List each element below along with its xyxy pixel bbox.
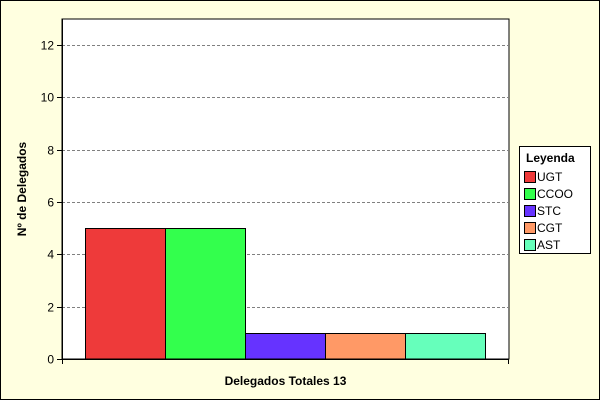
legend-item-stc: STC (524, 202, 586, 219)
legend-swatch (524, 204, 536, 217)
bar-ccoo (165, 228, 246, 360)
bar-ast (405, 333, 486, 360)
legend-label: UGT (537, 169, 563, 184)
y-tick-label: 0 (47, 353, 54, 367)
grid-lines (62, 45, 509, 308)
y-tick-label: 4 (47, 248, 54, 262)
legend-label: CGT (537, 220, 563, 235)
y-tick-label: 10 (41, 91, 55, 105)
legend-item-ccoo: CCOO (524, 185, 586, 202)
bar-stc (245, 333, 326, 360)
legend-label: STC (537, 203, 561, 218)
x-axis (62, 359, 509, 364)
legend-swatch (524, 221, 536, 234)
y-axis: 0 2 4 6 8 10 12 (41, 19, 63, 367)
legend-label: AST (537, 237, 561, 252)
bar-cgt (325, 333, 406, 360)
y-tick-label: 6 (47, 196, 54, 210)
legend: Leyenda UGT CCOO STC CGT AST (519, 146, 591, 254)
legend-swatch (524, 187, 536, 200)
bars (85, 228, 486, 360)
legend-swatch (524, 238, 536, 251)
legend-item-ugt: UGT (524, 168, 586, 185)
y-tick-label: 8 (47, 144, 54, 158)
legend-items: UGT CCOO STC CGT AST (524, 168, 586, 253)
bar-ugt (85, 228, 166, 360)
legend-label: CCOO (537, 186, 573, 201)
y-axis-title: Nº de Delegados (15, 141, 29, 236)
y-tick-label: 2 (47, 301, 54, 315)
legend-item-ast: AST (524, 236, 586, 253)
legend-swatch (524, 170, 536, 183)
x-axis-title: Delegados Totales 13 (225, 374, 347, 388)
y-tick-label: 12 (41, 39, 55, 53)
legend-title: Leyenda (526, 151, 575, 165)
legend-item-cgt: CGT (524, 219, 586, 236)
